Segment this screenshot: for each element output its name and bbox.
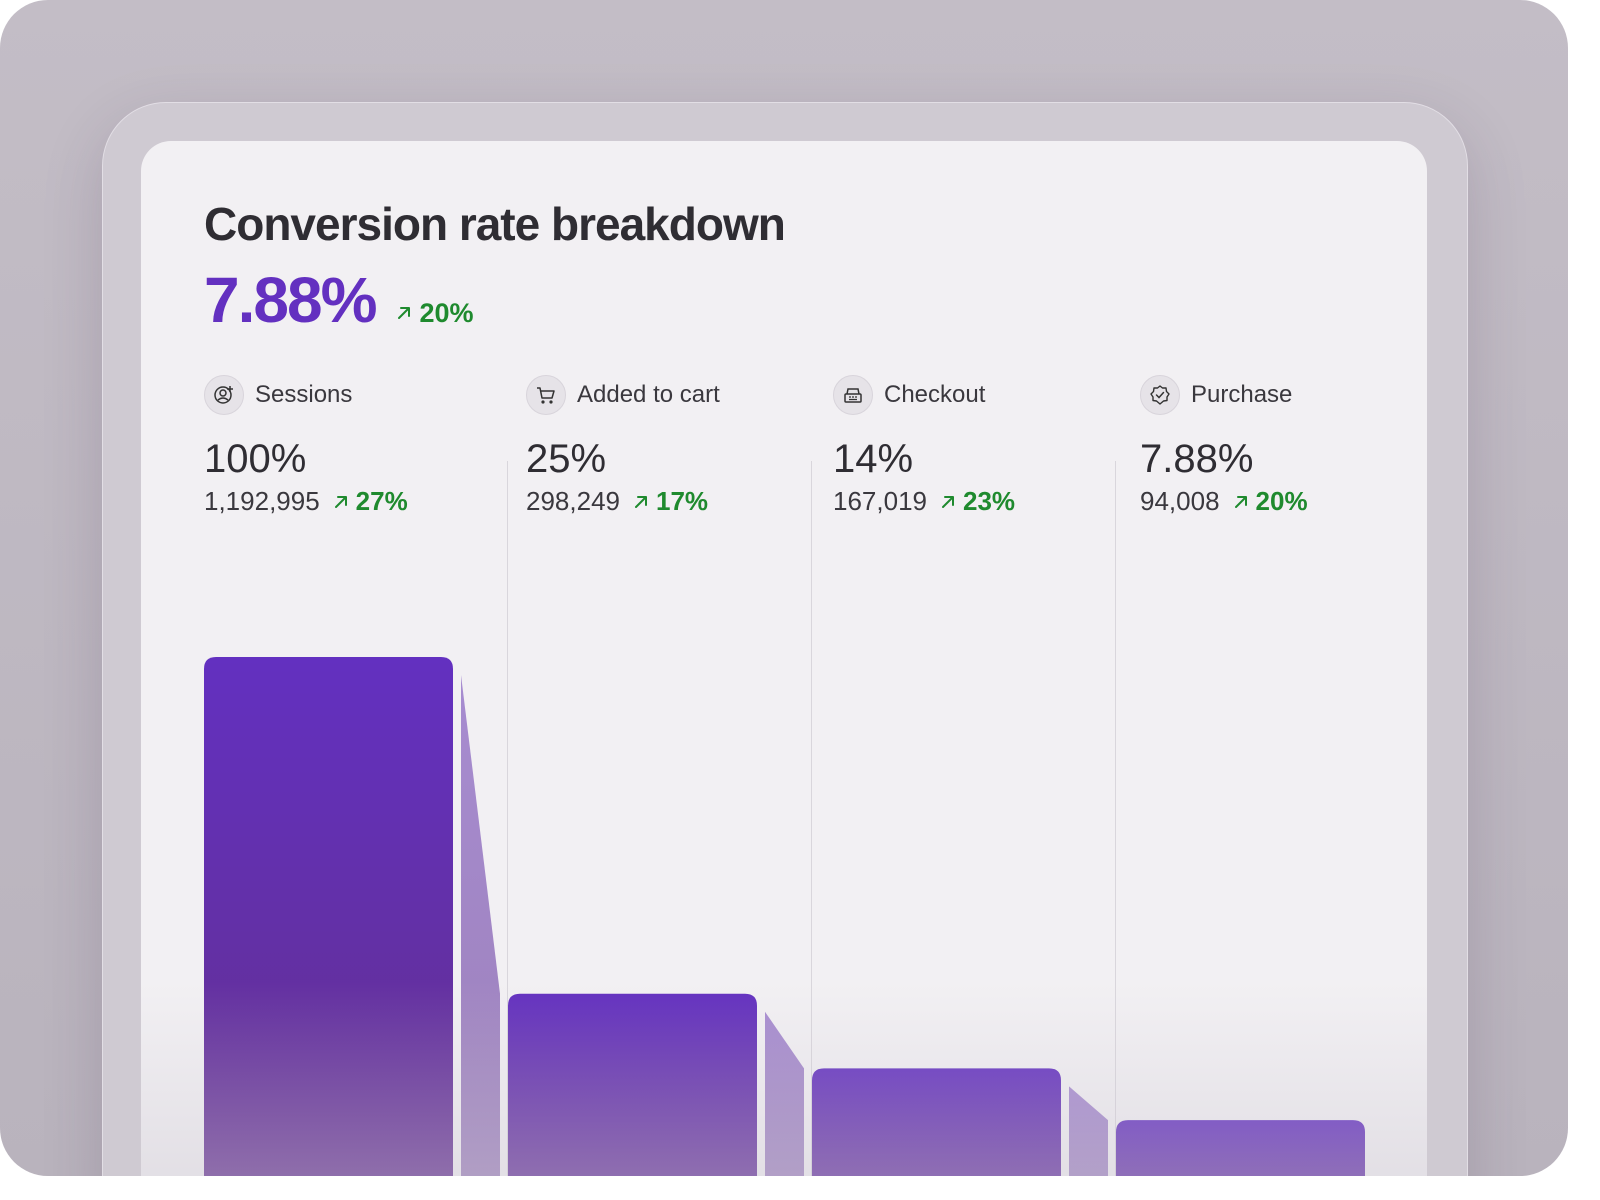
stage-checkout: Checkout 14% 167,019 23% xyxy=(833,375,1133,517)
headline-delta: 20% xyxy=(395,297,474,329)
stage-percent: 25% xyxy=(526,437,607,481)
stage-delta-value: 23% xyxy=(962,486,1016,516)
headline: 7.88% 20% xyxy=(204,263,474,337)
stage-percent: 7.88% xyxy=(1140,437,1254,481)
funnel-connector xyxy=(765,1011,804,1176)
stage-count: 1,192,995 xyxy=(204,486,320,516)
stage-delta: 20% xyxy=(1232,486,1308,517)
stage-sessions: Sessions 100% 1,192,995 27% xyxy=(204,375,504,517)
stage-delta-value: 17% xyxy=(655,486,709,516)
column-divider xyxy=(1115,461,1116,1176)
cash-register-icon xyxy=(833,375,873,415)
stage-percent: 14% xyxy=(833,437,914,481)
user-plus-icon xyxy=(204,375,244,415)
stage-count: 298,249 xyxy=(526,486,620,516)
stage-purchase: Purchase 7.88% 94,008 20% xyxy=(1140,375,1427,517)
stage-delta: 17% xyxy=(632,486,708,517)
arrow-up-right-icon xyxy=(398,307,411,319)
stage-percent: 100% xyxy=(204,437,307,481)
stage-count: 167,019 xyxy=(833,486,927,516)
arrow-up-right-icon xyxy=(1234,495,1247,508)
funnel-bar-purchase xyxy=(1116,1120,1365,1176)
funnel-bar-added-to-cart xyxy=(508,993,757,1176)
funnel-bar-checkout xyxy=(812,1068,1061,1176)
stage-label: Checkout xyxy=(884,381,986,408)
funnel-connector xyxy=(461,675,500,1176)
stage-delta-value: 27% xyxy=(355,486,408,516)
column-divider xyxy=(507,461,508,1176)
stage-added-to-cart: Added to cart 25% 298,249 17% xyxy=(526,375,826,517)
stage-label: Sessions xyxy=(255,381,353,408)
column-divider xyxy=(811,461,812,1176)
stage-label: Purchase xyxy=(1191,381,1293,408)
card-title: Conversion rate breakdown xyxy=(204,198,786,250)
arrow-up-right-icon xyxy=(941,495,954,508)
funnel-connector xyxy=(1069,1086,1108,1176)
conversion-card: Conversion rate breakdown 7.88% 20% Sess… xyxy=(141,141,1427,1176)
stage-label: Added to cart xyxy=(577,381,720,408)
shopping-cart-icon xyxy=(526,375,566,415)
badge-check-icon xyxy=(1140,375,1180,415)
headline-delta-value: 20% xyxy=(419,297,474,328)
arrow-up-right-icon xyxy=(634,495,647,508)
funnel-bar-sessions xyxy=(204,657,453,1176)
headline-value: 7.88% xyxy=(204,264,377,336)
arrow-up-right-icon xyxy=(334,495,347,508)
stage-delta-value: 20% xyxy=(1255,486,1308,516)
stage-count: 94,008 xyxy=(1140,486,1220,516)
background: Conversion rate breakdown 7.88% 20% Sess… xyxy=(0,0,1568,1176)
stage-delta: 23% xyxy=(939,486,1015,517)
funnel-chart xyxy=(204,657,1365,1176)
stage-delta: 27% xyxy=(332,486,408,517)
